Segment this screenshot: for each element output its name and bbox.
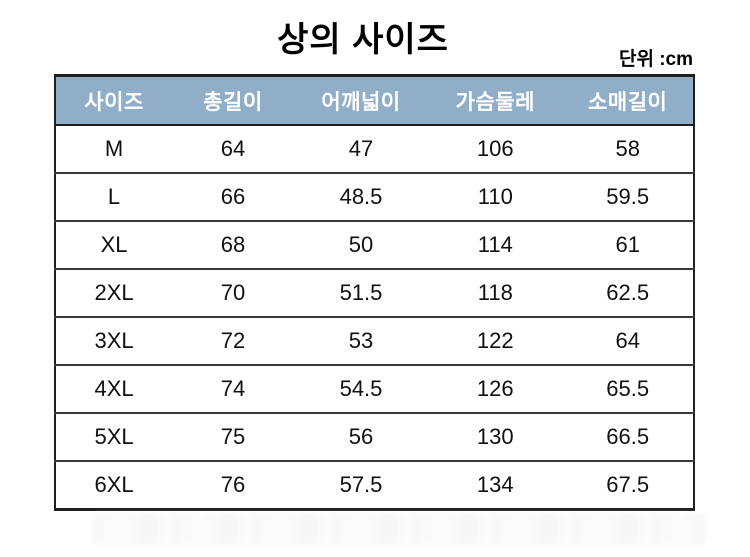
measurement-cell: 48.5 bbox=[293, 172, 429, 221]
table-row: M 64 47 106 58 bbox=[55, 125, 694, 173]
measurement-cell: 67.5 bbox=[562, 460, 694, 510]
table-row: 2XL 70 51.5 118 62.5 bbox=[55, 268, 694, 317]
size-label-cell: M bbox=[55, 125, 173, 173]
measurement-cell: 51.5 bbox=[293, 268, 429, 317]
measurement-cell: 47 bbox=[293, 125, 429, 173]
measurement-cell: 61 bbox=[562, 220, 694, 269]
unit-label: 단위 :cm bbox=[618, 49, 693, 70]
measurement-cell: 53 bbox=[293, 316, 429, 365]
size-label-cell: XL bbox=[55, 220, 173, 269]
column-header: 어깨넓이 bbox=[293, 75, 429, 126]
size-label-cell: 5XL bbox=[55, 412, 173, 461]
measurement-cell: 66.5 bbox=[562, 412, 694, 461]
measurement-cell: 118 bbox=[428, 268, 563, 317]
measurement-cell: 62.5 bbox=[562, 268, 694, 317]
measurement-cell: 106 bbox=[428, 125, 563, 173]
measurement-cell: 50 bbox=[293, 220, 429, 269]
column-header: 사이즈 bbox=[55, 75, 173, 126]
measurement-cell: 58 bbox=[562, 125, 694, 173]
size-label-cell: 6XL bbox=[55, 460, 173, 510]
table-row: 5XL 75 56 130 66.5 bbox=[55, 412, 694, 461]
measurement-cell: 68 bbox=[172, 220, 294, 269]
size-table-head: 사이즈 총길이 어깨넓이 가슴둘레 소매길이 bbox=[55, 75, 694, 126]
measurement-cell: 122 bbox=[428, 316, 563, 365]
size-label-cell: 4XL bbox=[55, 364, 173, 413]
size-table-body: M 64 47 106 58 L 66 48.5 110 59.5 XL 68 50 114 61 2XL 70… bbox=[55, 125, 694, 510]
size-label-cell: 3XL bbox=[55, 316, 173, 365]
table-row: XL 68 50 114 61 bbox=[55, 220, 694, 269]
table-row: 4XL 74 54.5 126 65.5 bbox=[55, 364, 694, 413]
measurement-cell: 66 bbox=[172, 172, 294, 221]
table-row: L 66 48.5 110 59.5 bbox=[55, 172, 694, 221]
header-row: 사이즈 총길이 어깨넓이 가슴둘레 소매길이 bbox=[55, 75, 694, 126]
measurement-cell: 72 bbox=[172, 316, 294, 365]
measurement-cell: 114 bbox=[428, 220, 563, 269]
size-table: 사이즈 총길이 어깨넓이 가슴둘레 소매길이 M 64 47 106 58 L 66 48.5 110 5… bbox=[54, 74, 695, 511]
measurement-cell: 59.5 bbox=[562, 172, 694, 221]
measurement-cell: 130 bbox=[428, 412, 563, 461]
measurement-cell: 54.5 bbox=[293, 364, 429, 413]
faded-watermark-band bbox=[92, 513, 706, 545]
measurement-cell: 134 bbox=[428, 460, 563, 510]
measurement-cell: 70 bbox=[172, 268, 294, 317]
measurement-cell: 57.5 bbox=[293, 460, 429, 510]
table-row: 6XL 76 57.5 134 67.5 bbox=[55, 460, 694, 510]
table-row: 3XL 72 53 122 64 bbox=[55, 316, 694, 365]
column-header: 가슴둘레 bbox=[428, 75, 563, 126]
measurement-cell: 56 bbox=[293, 412, 429, 461]
measurement-cell: 64 bbox=[172, 125, 294, 173]
page-title: 상의 사이즈 bbox=[277, 21, 449, 59]
measurement-cell: 64 bbox=[562, 316, 694, 365]
measurement-cell: 74 bbox=[172, 364, 294, 413]
column-header: 소매길이 bbox=[562, 75, 694, 126]
measurement-cell: 75 bbox=[172, 412, 294, 461]
column-header: 총길이 bbox=[172, 75, 294, 126]
measurement-cell: 126 bbox=[428, 364, 563, 413]
size-label-cell: L bbox=[55, 172, 173, 221]
size-label-cell: 2XL bbox=[55, 268, 173, 317]
measurement-cell: 110 bbox=[428, 172, 563, 221]
measurement-cell: 65.5 bbox=[562, 364, 694, 413]
measurement-cell: 76 bbox=[172, 460, 294, 510]
